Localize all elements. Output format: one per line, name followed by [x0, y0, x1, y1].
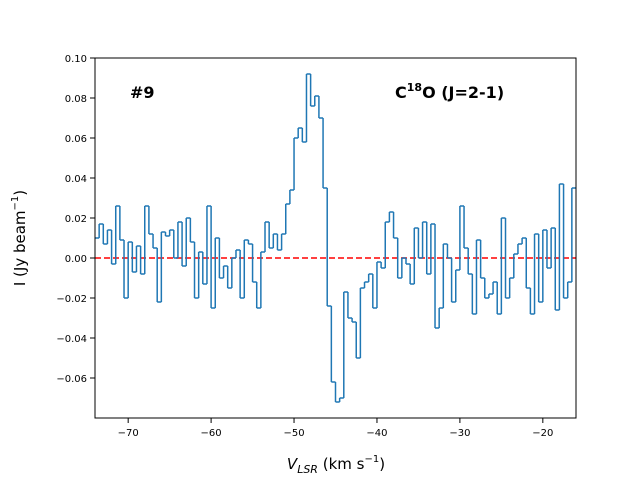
axes-frame [94, 57, 577, 419]
y-axis-label: I (Jy beam−1) [10, 190, 29, 286]
y-axis-label-part: I (Jy beam [11, 210, 29, 286]
y-tick-label: 0.10 [65, 54, 87, 65]
y-axis-label-part: −1 [10, 196, 21, 211]
x-axis-label: VLSR (km s−1) [287, 454, 385, 476]
y-tick-label: 0.04 [65, 174, 87, 185]
x-axis-label-part: V [287, 455, 299, 473]
x-axis-label-part: (km s [318, 455, 365, 473]
annotation: C18O (J=2-1) [395, 81, 504, 102]
y-tick-label: −0.04 [56, 334, 87, 345]
y-tick-label: 0.00 [65, 254, 87, 265]
x-tick-label: −20 [532, 428, 553, 439]
y-tick-label: 0.06 [65, 134, 87, 145]
annotation: #9 [130, 83, 155, 102]
y-tick-label: −0.02 [56, 294, 87, 305]
x-tick-label: −50 [283, 428, 304, 439]
y-tick-label: 0.08 [65, 94, 87, 105]
annotation-part: O (J=2-1) [422, 83, 504, 102]
x-tick-label: −40 [366, 428, 387, 439]
annotation-part: 18 [407, 81, 422, 94]
x-tick-label: −30 [449, 428, 470, 439]
x-axis-label-part: −1 [364, 454, 379, 465]
annotation-part: C [395, 83, 407, 102]
y-tick-label: 0.02 [65, 214, 87, 225]
x-axis-label-part: ) [379, 455, 385, 473]
x-tick-label: −70 [118, 428, 139, 439]
y-axis-label-part: ) [11, 190, 29, 196]
annotation-part: #9 [130, 83, 155, 102]
x-axis-label-part: LSR [297, 463, 318, 476]
y-tick-label: −0.06 [56, 374, 87, 385]
x-tick-label: −60 [201, 428, 222, 439]
